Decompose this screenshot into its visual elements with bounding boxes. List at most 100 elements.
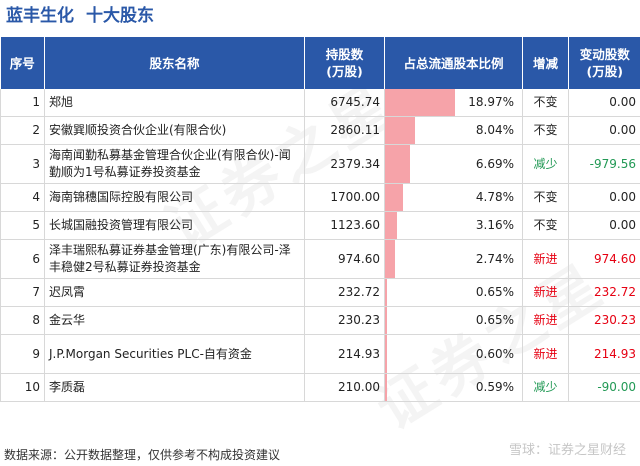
row-index: 5 <box>0 211 45 240</box>
shares-held: 214.93 <box>304 334 385 374</box>
change-amount: 232.72 <box>568 278 640 307</box>
ratio-bar <box>385 279 388 306</box>
data-source-note: 数据来源：公开数据整理，仅供参考不构成投资建议 <box>4 448 281 462</box>
row-index: 7 <box>0 278 45 307</box>
shareholders-table: 序号 股东名称 持股数(万股) 占总流通股本比例 增减 变动股数(万股) 1 郑旭… <box>0 37 640 402</box>
ratio-cell: 3.16% <box>384 211 523 240</box>
ratio-cell: 0.65% <box>384 306 523 335</box>
row-index: 8 <box>0 306 45 335</box>
ratio-bar <box>385 89 456 116</box>
table-row: 1 郑旭 6745.74 18.97% 不变 0.00 <box>0 89 640 117</box>
table-header-row: 序号 股东名称 持股数(万股) 占总流通股本比例 增减 变动股数(万股) <box>0 37 640 89</box>
header-change-amount: 变动股数(万股) <box>568 37 640 89</box>
ratio-cell: 0.59% <box>384 373 523 402</box>
change-amount: 230.23 <box>568 306 640 335</box>
shareholder-name: 长城国融投资管理有限公司 <box>44 211 305 240</box>
shares-held: 230.23 <box>304 306 385 335</box>
row-index: 10 <box>0 373 45 402</box>
shares-held: 232.72 <box>304 278 385 307</box>
ratio-value: 2.74% <box>475 251 514 266</box>
header-shares: 持股数(万股) <box>304 37 385 89</box>
table-row: 9 J.P.Morgan Securities PLC-自有资金 214.93 0.6… <box>0 334 640 374</box>
table-row: 8 金云华 230.23 0.65% 新进 230.23 <box>0 306 640 335</box>
header-name: 股东名称 <box>44 37 305 89</box>
ratio-bar <box>385 212 397 239</box>
header-change-amount-label: 变动股数(万股) <box>579 47 630 79</box>
ratio-value: 6.69% <box>475 156 514 171</box>
shares-held: 2860.11 <box>304 116 385 145</box>
table-row: 10 李质磊 210.00 0.59% 减少 -90.00 <box>0 373 640 402</box>
change-type: 不变 <box>522 116 569 145</box>
shares-held: 974.60 <box>304 239 385 279</box>
header-index: 序号 <box>0 37 45 89</box>
header-change-type: 增减 <box>522 37 569 89</box>
row-index: 1 <box>0 89 45 117</box>
row-index: 3 <box>0 144 45 184</box>
ratio-bar <box>385 374 388 401</box>
change-amount: -979.56 <box>568 144 640 184</box>
shareholder-name: 李质磊 <box>44 373 305 402</box>
ratio-cell: 8.04% <box>384 116 523 145</box>
header-ratio: 占总流通股本比例 <box>384 37 523 89</box>
change-type: 不变 <box>522 183 569 212</box>
row-index: 6 <box>0 239 45 279</box>
change-type: 不变 <box>522 211 569 240</box>
table-row: 3 海南闻勤私募基金管理合伙企业(有限合伙)-闻勤顺为1号私募证券投资基金 2379… <box>0 144 640 184</box>
change-amount: -90.00 <box>568 373 640 402</box>
shareholder-name: 金云华 <box>44 306 305 335</box>
row-index: 4 <box>0 183 45 212</box>
ratio-cell: 18.97% <box>384 89 523 117</box>
table-row: 5 长城国融投资管理有限公司 1123.60 3.16% 不变 0.00 <box>0 211 640 240</box>
table-row: 2 安徽巽顺投资合伙企业(有限合伙) 2860.11 8.04% 不变 0.00 <box>0 116 640 145</box>
change-type: 减少 <box>522 373 569 402</box>
ratio-bar <box>385 145 410 183</box>
shares-held: 1123.60 <box>304 211 385 240</box>
change-type: 新进 <box>522 334 569 374</box>
change-type: 新进 <box>522 239 569 279</box>
ratio-value: 0.65% <box>475 285 514 299</box>
ratio-value: 0.65% <box>475 313 514 327</box>
shareholder-name: 迟凤霄 <box>44 278 305 307</box>
change-type: 不变 <box>522 89 569 117</box>
shares-held: 2379.34 <box>304 144 385 184</box>
ratio-bar <box>385 335 388 373</box>
shareholder-name: 泽丰瑞熙私募证券基金管理(广东)有限公司-泽丰稳健2号私募证券投资基金 <box>44 239 305 279</box>
ratio-cell: 0.60% <box>384 334 523 374</box>
change-amount: 974.60 <box>568 239 640 279</box>
ratio-cell: 0.65% <box>384 278 523 307</box>
ratio-value: 8.04% <box>475 123 514 137</box>
ratio-value: 4.78% <box>475 190 514 204</box>
change-type: 新进 <box>522 306 569 335</box>
ratio-value: 0.59% <box>475 380 514 394</box>
ratio-value: 18.97% <box>468 95 514 109</box>
change-type: 减少 <box>522 144 569 184</box>
shares-held: 210.00 <box>304 373 385 402</box>
ratio-bar <box>385 117 415 144</box>
ratio-bar <box>385 184 403 211</box>
ratio-value: 0.60% <box>475 346 514 361</box>
section-title: 十大股东 <box>86 6 154 26</box>
change-amount: 0.00 <box>568 116 640 145</box>
table-row: 6 泽丰瑞熙私募证券基金管理(广东)有限公司-泽丰稳健2号私募证券投资基金 974.… <box>0 239 640 279</box>
change-amount: 214.93 <box>568 334 640 374</box>
header-shares-label: 持股数(万股) <box>325 47 364 79</box>
shareholder-name: J.P.Morgan Securities PLC-自有资金 <box>44 334 305 374</box>
change-amount: 0.00 <box>568 211 640 240</box>
ratio-cell: 6.69% <box>384 144 523 184</box>
table-row: 7 迟凤霄 232.72 0.65% 新进 232.72 <box>0 278 640 307</box>
change-amount: 0.00 <box>568 183 640 212</box>
ratio-value: 3.16% <box>475 218 514 232</box>
ratio-bar <box>385 307 388 334</box>
stock-name: 蓝丰生化 <box>6 6 74 26</box>
shares-held: 6745.74 <box>304 89 385 117</box>
shareholder-name: 海南锦穗国际控股有限公司 <box>44 183 305 212</box>
ratio-cell: 2.74% <box>384 239 523 279</box>
shareholder-name: 海南闻勤私募基金管理合伙企业(有限合伙)-闻勤顺为1号私募证券投资基金 <box>44 144 305 184</box>
watermark-logo: 雪球：证券之星财经 <box>508 443 626 458</box>
shareholder-name: 郑旭 <box>44 89 305 117</box>
shares-held: 1700.00 <box>304 183 385 212</box>
ratio-cell: 4.78% <box>384 183 523 212</box>
change-type: 新进 <box>522 278 569 307</box>
row-index: 9 <box>0 334 45 374</box>
ratio-bar <box>385 240 396 278</box>
